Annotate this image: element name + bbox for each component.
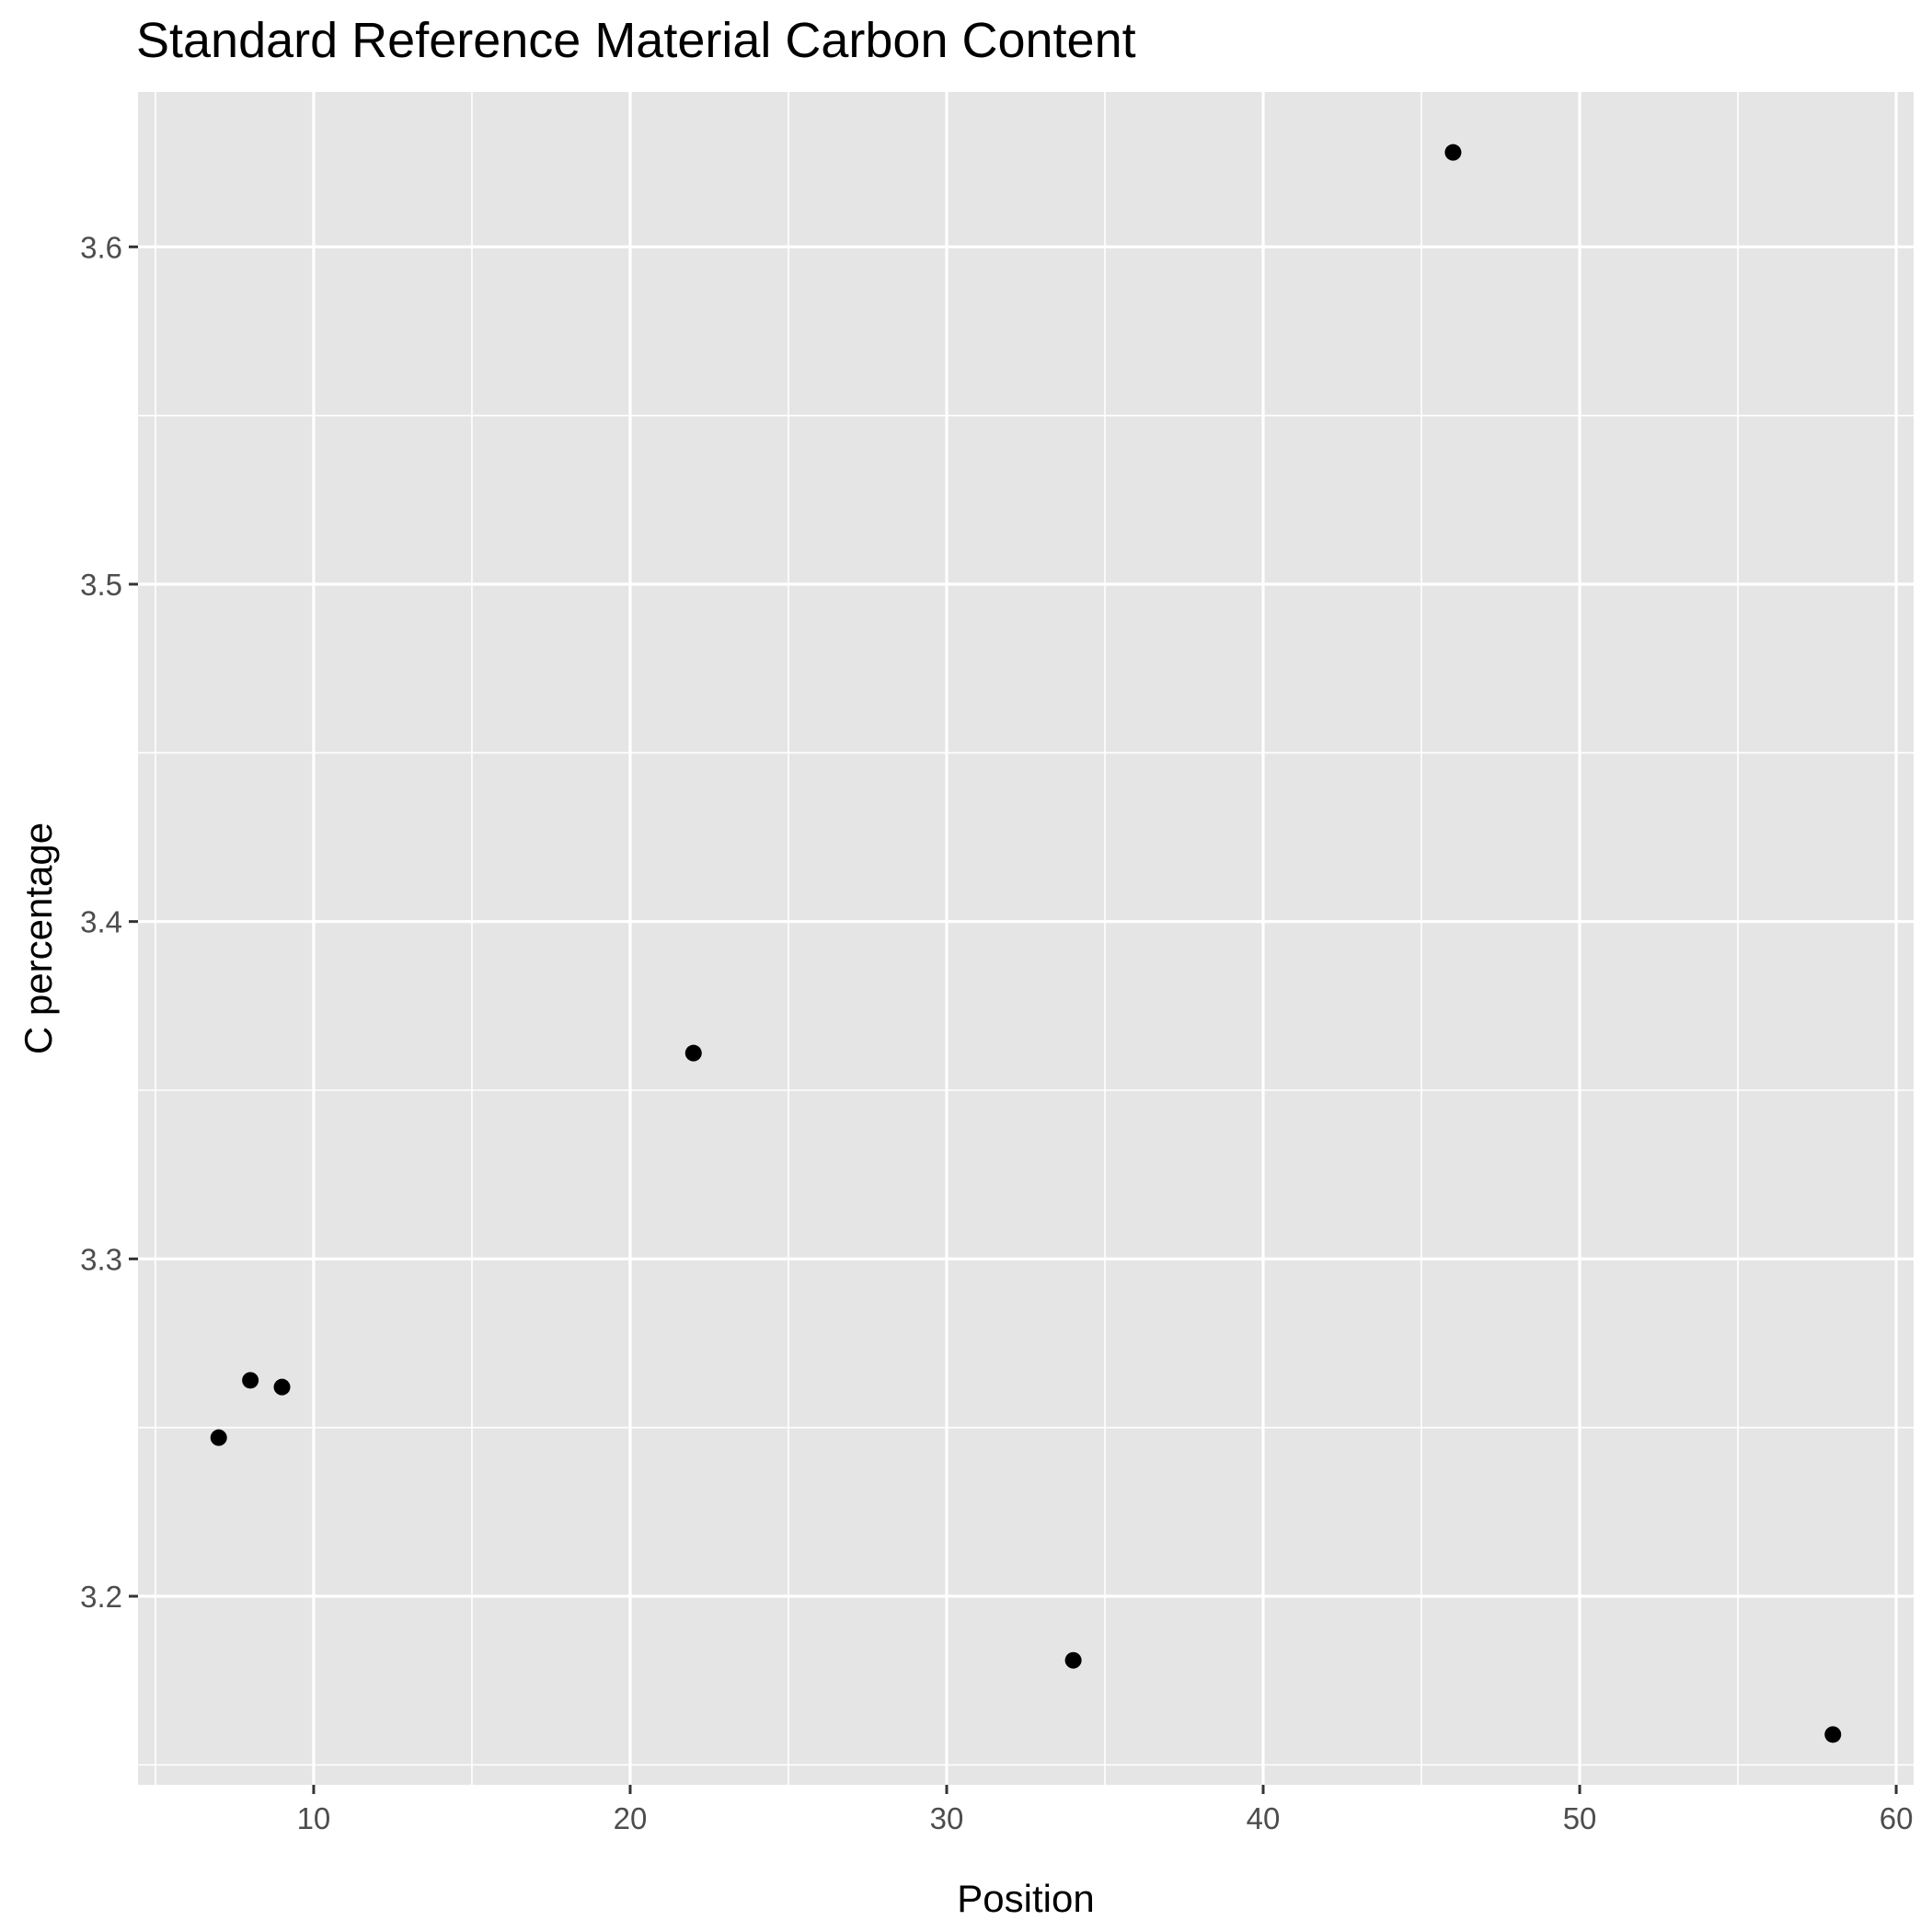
data-point <box>1444 144 1462 161</box>
y-tick-label: 3.6 <box>80 230 122 264</box>
y-axis: 3.2 3.3 3.4 3.5 3.6 <box>80 230 138 1614</box>
chart-title: Standard Reference Material Carbon Conte… <box>136 13 1136 68</box>
x-tick-label: 40 <box>1247 1801 1281 1835</box>
y-tick-label: 3.4 <box>80 905 122 939</box>
data-points <box>210 144 1842 1743</box>
y-tick-label: 3.5 <box>80 568 122 602</box>
data-point <box>684 1044 702 1062</box>
data-point <box>242 1372 259 1389</box>
minor-gridlines <box>138 92 1914 1785</box>
plot-panel <box>138 92 1914 1785</box>
x-tick-label: 20 <box>614 1801 648 1835</box>
major-gridlines <box>138 92 1914 1785</box>
y-tick-label: 3.3 <box>80 1242 122 1276</box>
x-tick-label: 60 <box>1880 1801 1914 1835</box>
x-tick-label: 50 <box>1563 1801 1597 1835</box>
x-tick-label: 10 <box>297 1801 331 1835</box>
x-tick-label: 30 <box>930 1801 964 1835</box>
y-axis-title: C percentage <box>17 822 60 1054</box>
x-axis-title: Position <box>957 1877 1094 1920</box>
data-point <box>1824 1726 1842 1743</box>
data-point <box>273 1378 291 1396</box>
data-point <box>210 1429 227 1446</box>
data-point <box>1064 1651 1082 1669</box>
x-axis: 10 20 30 40 50 60 <box>297 1785 1914 1835</box>
y-tick-label: 3.2 <box>80 1580 122 1614</box>
